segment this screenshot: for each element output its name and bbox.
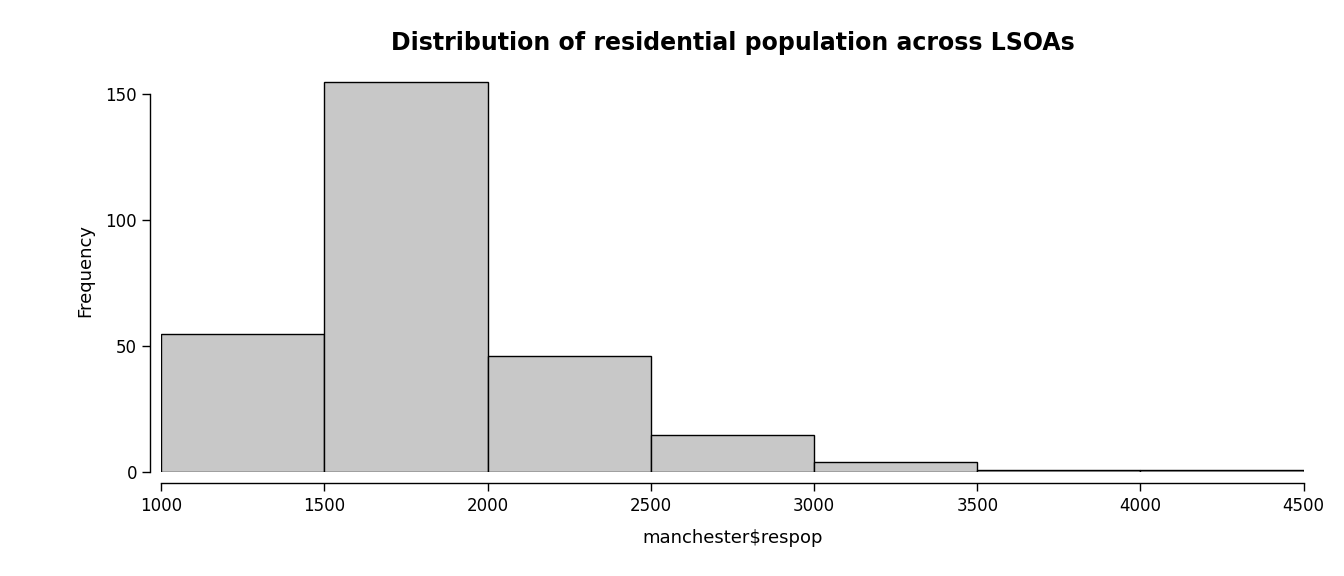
Bar bbox=[814, 462, 977, 472]
Bar bbox=[488, 357, 650, 472]
Bar bbox=[650, 434, 814, 472]
X-axis label: manchester$respop: manchester$respop bbox=[642, 529, 823, 547]
Bar bbox=[1141, 470, 1304, 472]
Bar bbox=[977, 470, 1141, 472]
Bar bbox=[161, 334, 324, 472]
Title: Distribution of residential population across LSOAs: Distribution of residential population a… bbox=[391, 31, 1074, 55]
Y-axis label: Frequency: Frequency bbox=[77, 224, 94, 317]
Bar bbox=[324, 82, 488, 472]
